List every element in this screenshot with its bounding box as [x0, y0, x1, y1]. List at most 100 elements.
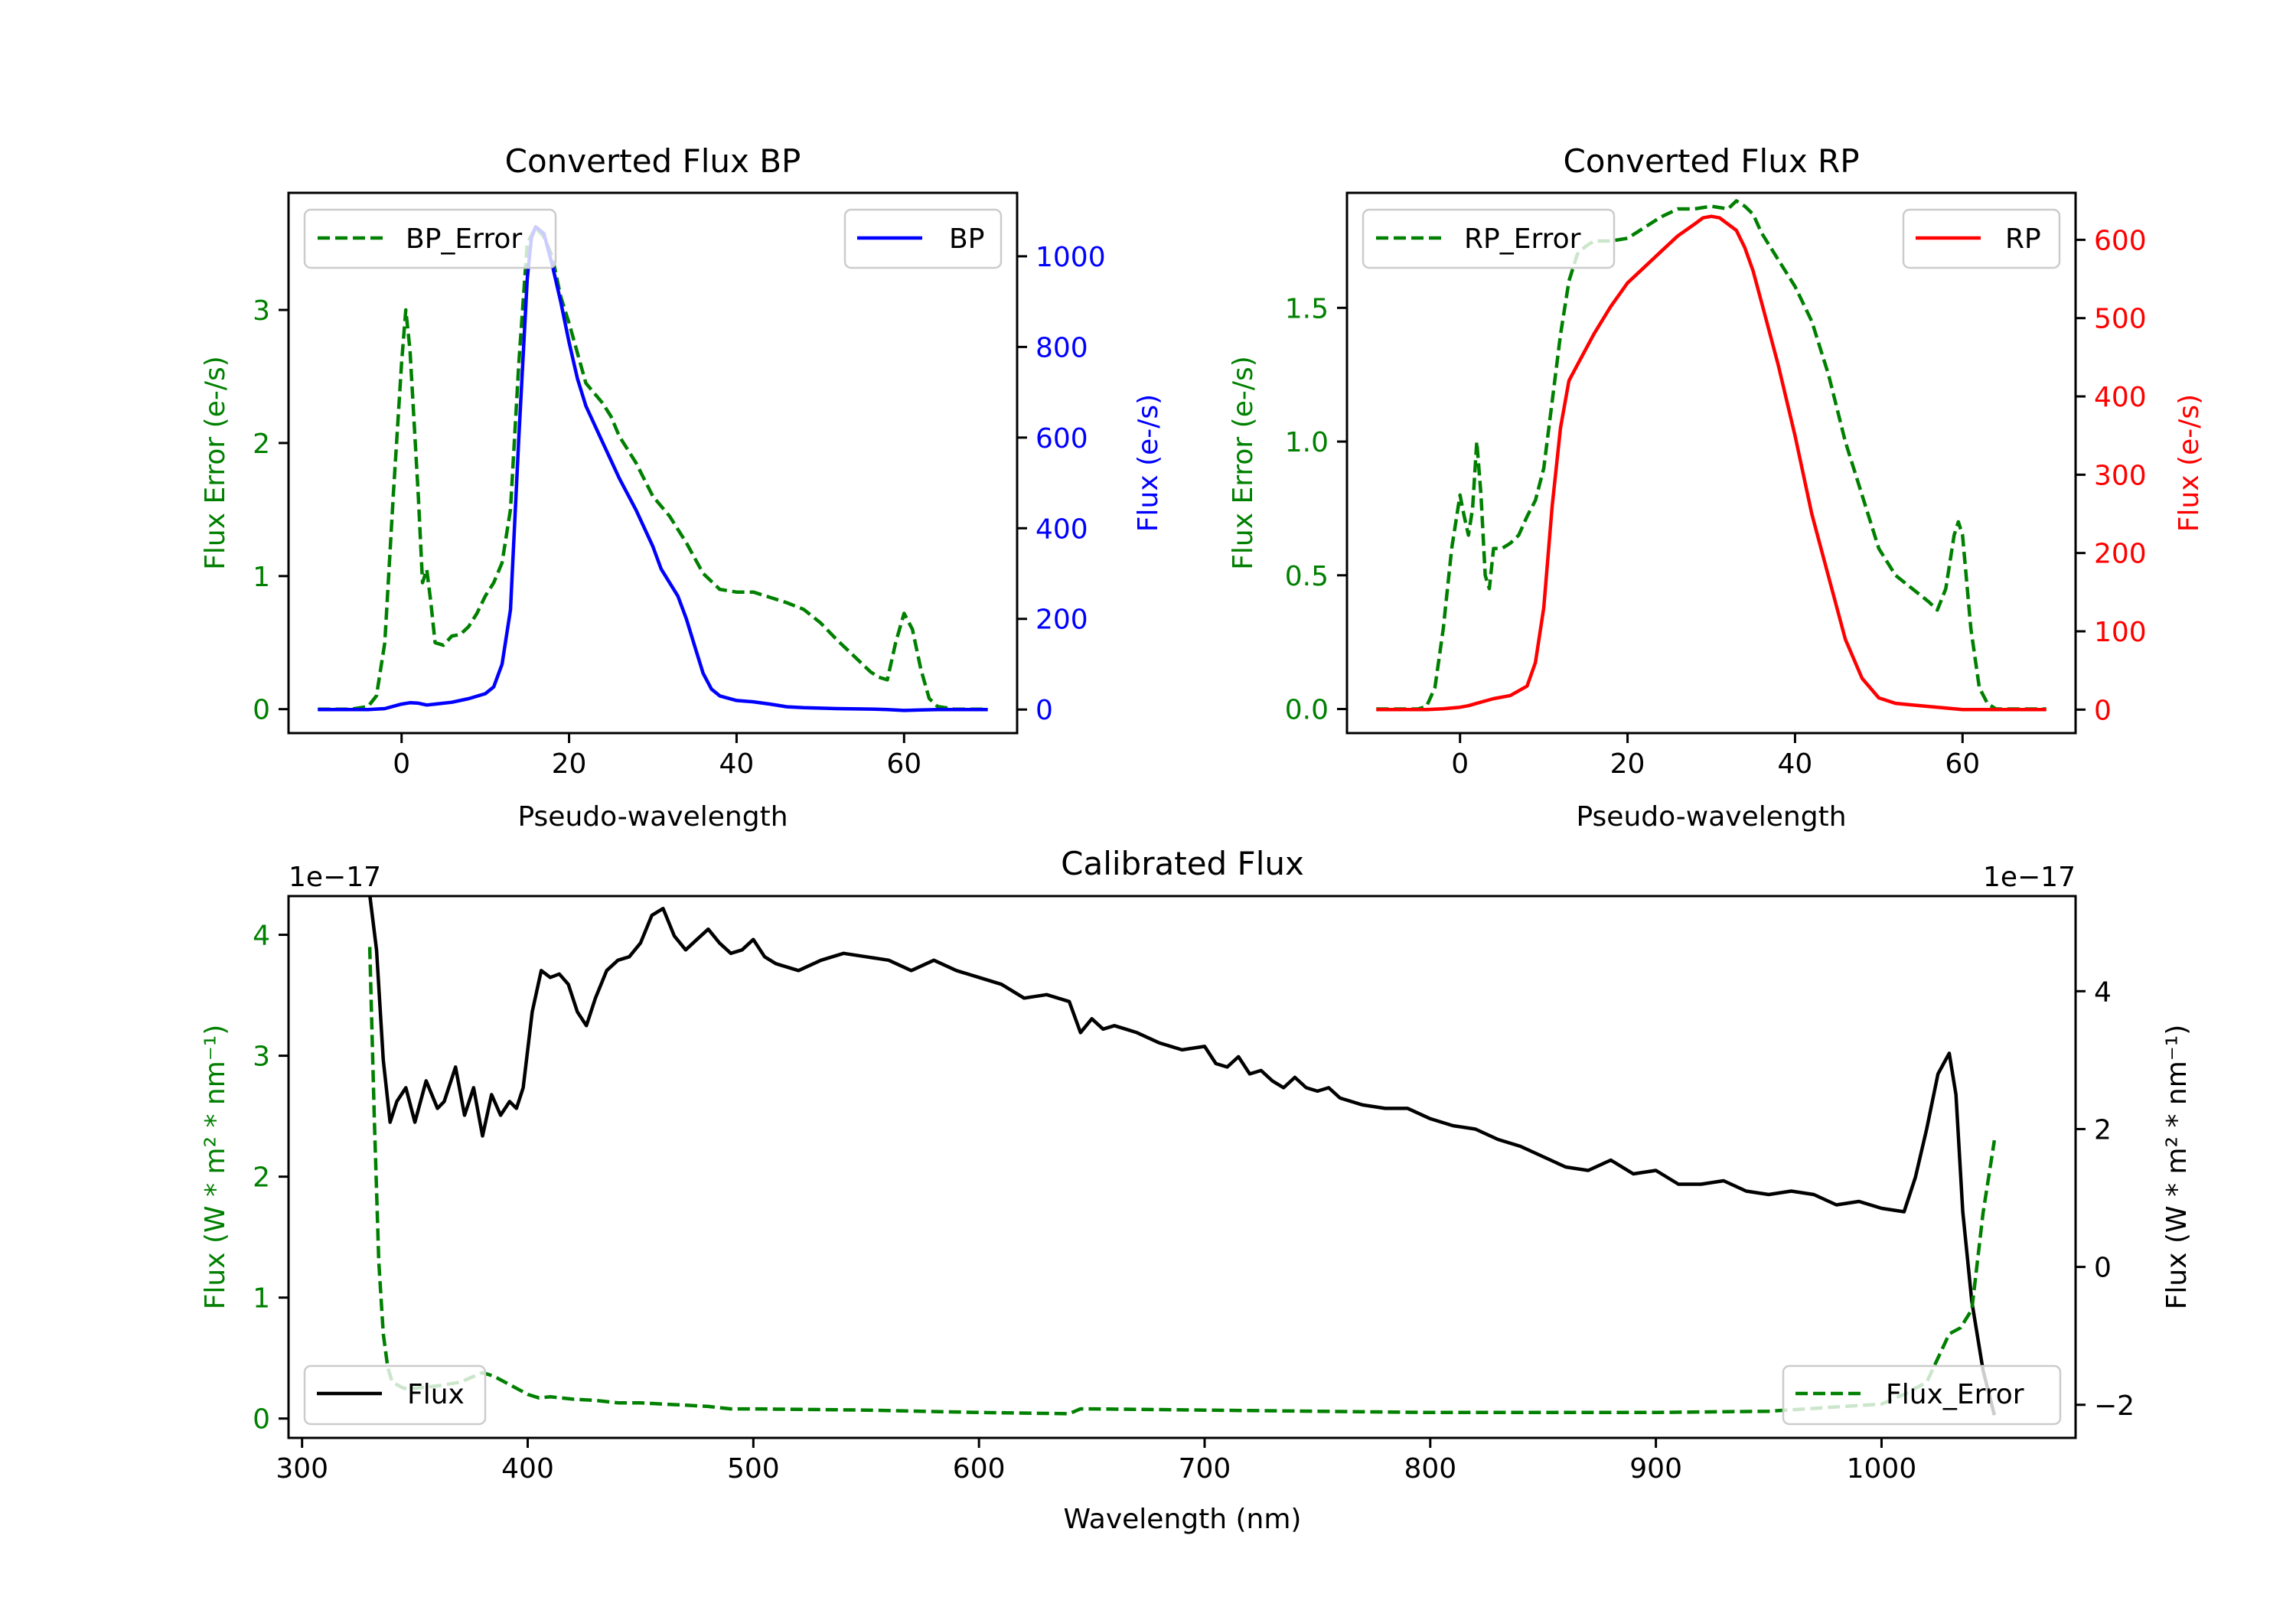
y-tick-label-left: 3: [253, 295, 270, 327]
rp-legend-flux-label: RP: [2005, 223, 2041, 255]
series-line-bp-error: [318, 225, 988, 711]
cal-offset-left: 1e−17: [289, 862, 381, 893]
x-tick-label: 60: [1945, 748, 1980, 780]
bp-legend-flux-box: [843, 208, 1003, 269]
rp-legend-error: RP_Error: [1362, 208, 1616, 269]
y-tick-label-right: 200: [1035, 605, 1088, 636]
rp-x-ticks: 0 20 40 60: [1451, 733, 1980, 780]
cal-y-label-left: Flux (W * m² * nm⁻¹): [200, 1025, 231, 1310]
y-tick-label-right: 400: [2094, 382, 2147, 413]
y-tick-label-right: 200: [2094, 539, 2147, 570]
cal-y-label-right: Flux (W * m² * nm⁻¹): [2161, 1025, 2193, 1310]
y-tick-label-right: 1000: [1035, 242, 1106, 273]
cal-y-ticks-left: 0 1 2 3 4: [253, 921, 289, 1436]
y-tick-label-right: 500: [2094, 304, 2147, 335]
y-tick-label-left: 0: [253, 1404, 270, 1436]
series-line-rp: [1376, 214, 2047, 712]
cal-y-ticks-right: −2 0 2 4: [2076, 976, 2135, 1422]
y-tick-label-right: 600: [1035, 423, 1088, 455]
rp-title: Converted Flux RP: [1563, 142, 1859, 180]
y-tick-label-right: 0: [1035, 695, 1053, 726]
series-line-rp-error: [1376, 199, 2047, 711]
y-tick-label-left: 4: [253, 921, 270, 952]
x-tick-label: 600: [953, 1453, 1006, 1485]
y-tick-label-right: −2: [2094, 1390, 2135, 1422]
cal-legend-error-label: Flux_Error: [1886, 1379, 2024, 1410]
y-tick-label-left: 2: [253, 1162, 270, 1194]
bp-y-ticks-right: 0 200 400 600 800 1000: [1017, 242, 1106, 726]
calibrated-panel: Calibrated Flux 1e−17 1e−17 300 400 500 600…: [200, 845, 2193, 1535]
cal-legend-flux: Flux: [303, 1364, 487, 1426]
bp-y-label-left: Flux Error (e-/s): [200, 356, 231, 570]
rp-axes-frame: [1345, 191, 2077, 735]
rp-legend-error-box: [1362, 208, 1616, 269]
cal-offset-right: 1e−17: [1983, 862, 2076, 893]
bp-x-label: Pseudo-wavelength: [517, 801, 788, 833]
y-tick-label-right: 100: [2094, 617, 2147, 648]
y-tick-label-right: 800: [1035, 332, 1088, 363]
rp-y-label-right: Flux (e-/s): [2174, 394, 2205, 532]
rp-plot-area: [1376, 199, 2047, 712]
cal-legend-flux-label: Flux: [407, 1379, 465, 1410]
rp-y-ticks-left: 0.0 0.5 1.0 1.5: [1285, 293, 1347, 726]
y-tick-label-left: 1.5: [1285, 293, 1329, 324]
y-tick-label-right: 4: [2094, 976, 2112, 1008]
x-tick-label: 0: [1451, 748, 1469, 780]
bp-plot-area: [318, 225, 988, 712]
x-tick-label: 500: [727, 1453, 780, 1485]
y-tick-label-left: 1.0: [1285, 427, 1329, 458]
bp-panel: Converted Flux BP 0 20 40 60 0 1 2 3 0 200 400 60…: [200, 142, 1164, 833]
x-tick-label: 40: [719, 748, 755, 780]
y-tick-label-right: 2: [2094, 1114, 2112, 1146]
x-tick-label: 20: [552, 748, 587, 780]
y-tick-label-left: 1: [253, 1283, 270, 1315]
y-tick-label-left: 0.5: [1285, 561, 1329, 592]
bp-legend-flux: BP: [843, 208, 1003, 269]
series-line-bp: [318, 225, 988, 712]
x-tick-label: 60: [886, 748, 921, 780]
y-tick-label-left: 3: [253, 1041, 270, 1073]
x-tick-label: 1000: [1847, 1453, 1917, 1485]
rp-legend-flux: RP: [1902, 208, 2061, 269]
rp-x-label: Pseudo-wavelength: [1576, 801, 1846, 833]
rp-y-label-left: Flux Error (e-/s): [1228, 356, 1259, 570]
cal-legend-flux-box: [303, 1364, 487, 1426]
bp-y-label-right: Flux (e-/s): [1133, 394, 1164, 532]
y-tick-label-left: 2: [253, 429, 270, 460]
y-tick-label-left: 0: [253, 695, 270, 726]
bp-legend-error: BP_Error: [303, 208, 557, 269]
rp-panel: Converted Flux RP 0 20 40 60 0.0 0.5 1.0 1.5 0…: [1228, 142, 2205, 833]
bp-legend-flux-label: BP: [949, 223, 984, 255]
bp-y-ticks-left: 0 1 2 3: [253, 295, 289, 726]
y-tick-label-right: 0: [2094, 1253, 2112, 1284]
y-tick-label-right: 300: [2094, 460, 2147, 491]
bp-legend-error-box: [303, 208, 557, 269]
rp-y-ticks-right: 0 100 200 300 400 500 600: [2076, 225, 2147, 726]
bp-title: Converted Flux BP: [505, 142, 801, 180]
series-line-flux: [368, 896, 1997, 1416]
x-tick-label: 800: [1404, 1453, 1456, 1485]
x-tick-label: 0: [393, 748, 410, 780]
y-tick-label-left: 0.0: [1285, 695, 1329, 726]
bp-legend-error-label: BP_Error: [406, 223, 522, 255]
cal-legend-error: Flux_Error: [1782, 1364, 2062, 1426]
bp-axes-frame: [287, 191, 1019, 735]
x-tick-label: 900: [1629, 1453, 1682, 1485]
x-tick-label: 40: [1778, 748, 1813, 780]
rp-legend-error-label: RP_Error: [1464, 223, 1581, 255]
y-tick-label-right: 0: [2094, 695, 2112, 726]
cal-x-ticks: 300 400 500 600 700 800 900 1000: [276, 1438, 1916, 1485]
y-tick-label-right: 400: [1035, 513, 1088, 545]
y-tick-label-left: 1: [253, 562, 270, 593]
cal-x-label: Wavelength (nm): [1064, 1504, 1302, 1535]
cal-title: Calibrated Flux: [1061, 845, 1304, 882]
bp-x-ticks: 0 20 40 60: [393, 733, 921, 780]
cal-axes-frame: [287, 895, 2077, 1439]
cal-legend-error-box: [1782, 1364, 2062, 1426]
rp-legend-flux-box: [1902, 208, 2061, 269]
x-tick-label: 300: [276, 1453, 328, 1485]
x-tick-label: 400: [501, 1453, 554, 1485]
y-tick-label-right: 600: [2094, 225, 2147, 256]
x-tick-label: 20: [1610, 748, 1645, 780]
